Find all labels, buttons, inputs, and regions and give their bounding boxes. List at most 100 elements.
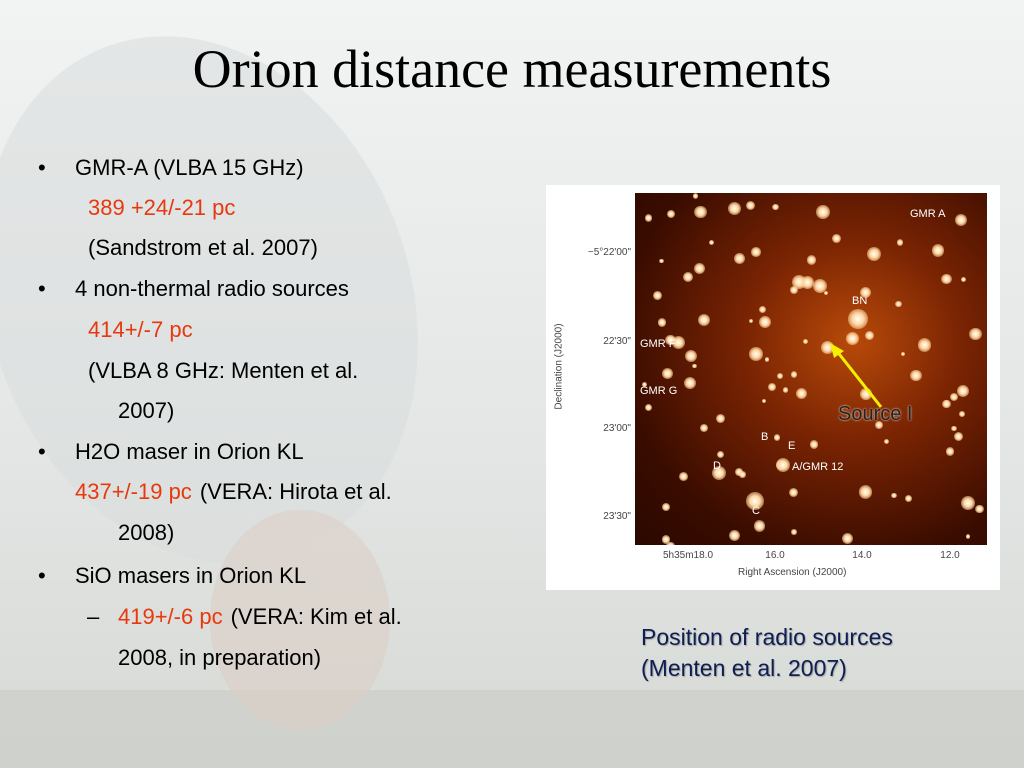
star <box>773 434 780 441</box>
star <box>917 338 931 352</box>
star <box>961 277 966 282</box>
star <box>823 291 829 296</box>
star <box>806 255 817 265</box>
star <box>642 382 648 387</box>
line: 2007) <box>118 398 174 424</box>
star <box>753 520 766 532</box>
star <box>776 458 790 472</box>
star <box>662 503 670 511</box>
bullet: • <box>38 563 46 588</box>
star <box>739 471 746 478</box>
source-label: GMR A <box>910 208 946 220</box>
star <box>745 200 756 210</box>
star <box>709 240 714 246</box>
y-tick-label: 23'00" <box>603 423 631 434</box>
line: H2O maser in Orion KL <box>75 439 304 465</box>
star <box>767 383 777 392</box>
star <box>860 388 872 400</box>
arrow <box>830 343 883 408</box>
bullet: – <box>87 604 100 629</box>
star <box>679 472 688 481</box>
star <box>810 440 819 449</box>
star <box>759 305 766 313</box>
star <box>684 377 696 389</box>
bullet: • <box>38 276 46 301</box>
star <box>789 488 799 498</box>
star <box>955 214 967 226</box>
star <box>816 205 830 219</box>
source-label: BN <box>852 295 868 307</box>
star <box>866 247 881 262</box>
star <box>931 244 945 257</box>
source-label: C <box>752 505 760 517</box>
star <box>712 466 726 480</box>
text: 4 non-thermal radio sources <box>75 276 349 301</box>
highlight: 419+/-6 pc <box>118 604 223 629</box>
y-tick-label: 23'30" <box>603 511 631 522</box>
text: (VLBA 8 GHz: Menten et al. <box>88 358 359 383</box>
star <box>665 334 676 346</box>
star <box>958 410 965 417</box>
star <box>661 368 673 380</box>
x-axis-label: Right Ascension (J2000) <box>738 567 847 578</box>
star <box>699 424 708 433</box>
star <box>789 285 799 295</box>
star <box>748 318 754 324</box>
star <box>728 529 741 542</box>
star <box>661 535 670 544</box>
title: Orion distance measurements <box>192 39 832 99</box>
highlight: 389 +24/-21 pc <box>88 195 236 220</box>
bullet: • <box>38 155 46 180</box>
text: 2008) <box>118 520 175 545</box>
star <box>666 209 676 219</box>
line: 414+/-7 pc <box>88 317 201 343</box>
source-label: GMR F <box>640 338 676 350</box>
caption-line: (Menten et al. 2007) <box>641 655 847 681</box>
star <box>832 233 842 243</box>
star <box>735 468 744 477</box>
caption: Position of radio sources (Menten et al.… <box>641 622 893 684</box>
star <box>795 387 807 400</box>
star <box>957 384 969 397</box>
star <box>901 351 906 356</box>
star <box>883 438 890 445</box>
highlight: 414+/-7 pc <box>88 317 193 342</box>
line: 419+/-6 pc (VERA: Kim et al. <box>118 604 402 630</box>
star <box>657 318 667 328</box>
x-tick-label: 16.0 <box>765 550 785 561</box>
star <box>791 371 798 378</box>
source-label: GMR G <box>640 385 678 397</box>
text: 2008, in preparation) <box>118 645 322 670</box>
star <box>803 338 809 345</box>
star <box>746 492 764 510</box>
star <box>772 204 779 211</box>
x-tick-label: 12.0 <box>940 550 960 561</box>
text: (Sandstrom et al. 2007) <box>88 235 318 260</box>
star <box>975 504 984 514</box>
star <box>751 247 761 257</box>
text: H2O maser in Orion KL <box>75 439 304 464</box>
bullet: • <box>38 439 46 464</box>
star <box>692 193 699 199</box>
star <box>891 492 897 498</box>
star <box>859 287 872 299</box>
x-tick-label: 14.0 <box>852 550 872 561</box>
text: GMR-A (VLBA 15 GHz) <box>75 155 304 180</box>
star <box>945 447 955 456</box>
star <box>749 347 763 361</box>
star <box>733 252 745 264</box>
star <box>653 291 663 301</box>
text: (VERA: Hirota et al. <box>199 479 392 504</box>
star <box>645 404 653 412</box>
source-label: B <box>761 431 769 443</box>
star <box>776 372 783 379</box>
star <box>800 276 814 289</box>
star <box>842 532 854 544</box>
star <box>715 414 725 423</box>
line: SiO masers in Orion KL <box>75 563 306 589</box>
text: (VERA: Kim et al. <box>230 604 402 629</box>
y-tick-label: 22'30" <box>603 336 631 347</box>
star <box>782 386 789 393</box>
source-label: E <box>788 440 796 452</box>
